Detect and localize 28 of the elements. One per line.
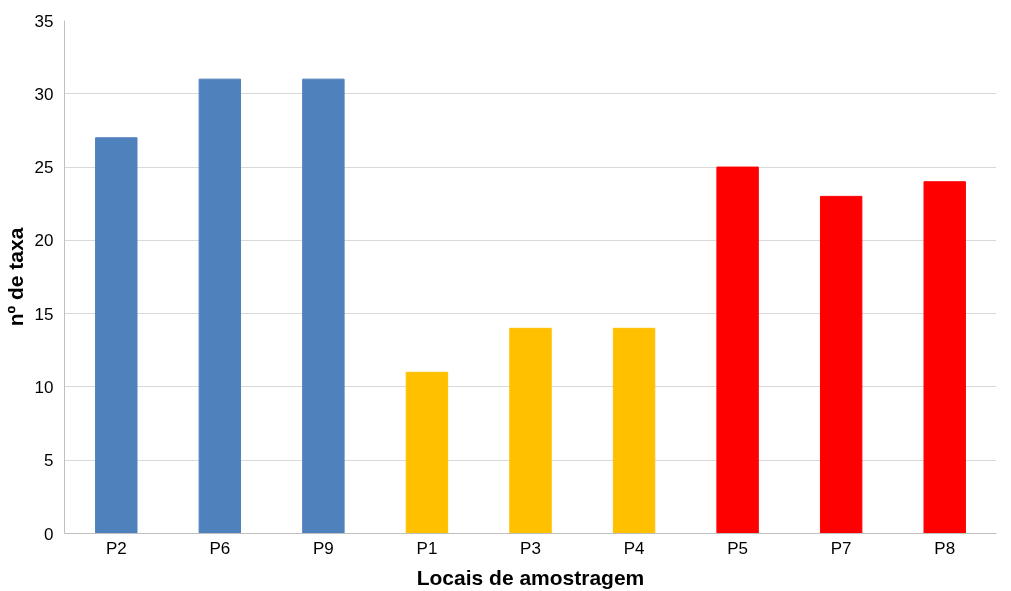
bar xyxy=(612,327,656,534)
y-tick-label: 30 xyxy=(34,84,54,104)
x-tick-label: P8 xyxy=(934,538,956,558)
y-tick-label: 10 xyxy=(34,377,54,397)
y-tick-label: 20 xyxy=(34,231,54,251)
x-tick-label: P5 xyxy=(727,538,749,558)
x-tick-label: P1 xyxy=(416,538,438,558)
y-tick-label: 35 xyxy=(34,11,54,31)
x-tick-label: P3 xyxy=(520,538,541,558)
bar xyxy=(405,371,449,534)
y-tick-label: 15 xyxy=(34,304,54,324)
x-axis-title: Locais de amostragem xyxy=(416,565,645,589)
bar xyxy=(95,137,138,534)
bar xyxy=(716,166,759,534)
x-tick-label: P2 xyxy=(105,538,127,558)
bar xyxy=(509,327,552,534)
y-tick-label: 0 xyxy=(44,524,54,544)
bar xyxy=(198,78,242,534)
x-tick-label: P6 xyxy=(209,538,231,558)
bar xyxy=(923,181,966,534)
x-tick-label: P4 xyxy=(623,538,645,558)
y-tick-label: 25 xyxy=(34,158,54,178)
y-axis-title: nº de taxa xyxy=(3,227,27,327)
x-tick-label: P9 xyxy=(312,538,334,558)
bar xyxy=(819,195,863,534)
x-tick-label: P7 xyxy=(830,538,852,558)
bar xyxy=(302,78,345,534)
y-tick-label: 5 xyxy=(44,451,54,471)
